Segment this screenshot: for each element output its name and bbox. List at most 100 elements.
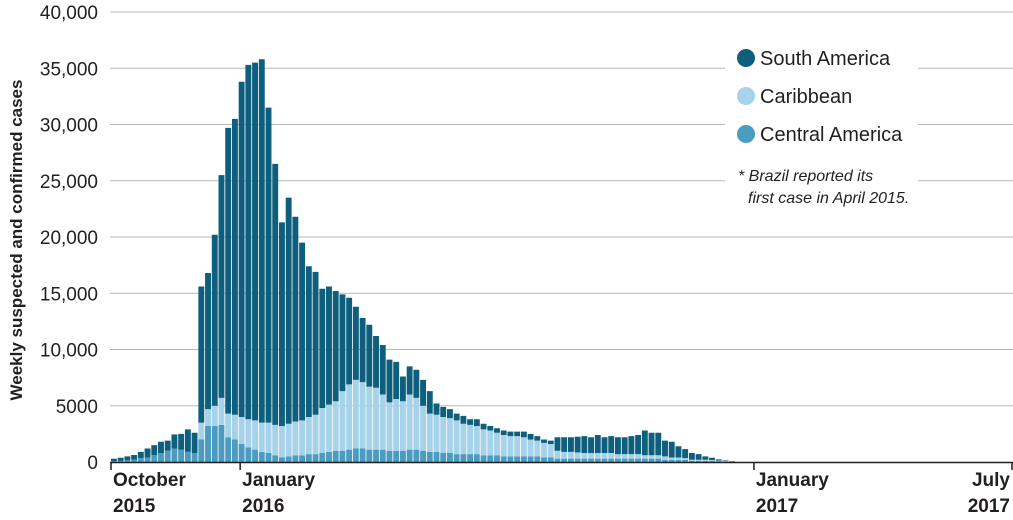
bar-caribbean	[715, 460, 722, 462]
bar-south-america	[312, 271, 319, 415]
y-tick-label: 15,000	[40, 284, 98, 305]
y-tick-label: 5000	[56, 397, 98, 418]
bar-caribbean	[413, 397, 420, 450]
bar-caribbean	[346, 384, 353, 450]
bar-south-america	[413, 369, 420, 398]
bar-central-america	[178, 449, 185, 463]
bar-caribbean	[702, 459, 709, 461]
x-axis: October 2015 January 2016 January 2017 July 201…	[110, 462, 1013, 517]
bar-central-america	[675, 459, 682, 462]
bar-central-america	[238, 444, 245, 462]
bar-caribbean	[709, 459, 715, 461]
legend-label: Central America	[760, 124, 903, 146]
bar-central-america	[581, 458, 588, 463]
bar-central-america	[144, 457, 151, 462]
bar-central-america	[635, 458, 642, 463]
bar-central-america	[655, 458, 662, 463]
bar-central-america	[225, 437, 232, 462]
bar-caribbean	[722, 460, 729, 462]
bar-caribbean	[198, 422, 205, 440]
bar-south-america	[191, 432, 198, 453]
legend-label: Caribbean	[760, 86, 852, 108]
bar-south-america	[601, 437, 608, 453]
bar-south-america	[117, 457, 124, 461]
bar-central-america	[709, 460, 715, 463]
bar-caribbean	[453, 420, 460, 455]
bar-south-america	[352, 306, 359, 380]
bar-caribbean	[541, 442, 547, 458]
bar-caribbean	[272, 424, 279, 456]
bar-central-america	[117, 460, 124, 463]
x-tick-label-line1: January	[756, 470, 829, 491]
annotation: * Brazil reported its first case in April…	[738, 168, 909, 207]
bar-caribbean	[373, 387, 379, 450]
bar-caribbean	[386, 402, 393, 451]
bar-south-america	[420, 379, 427, 406]
bar-south-america	[460, 415, 467, 424]
bar-south-america	[541, 439, 547, 443]
x-tick-label-line1: January	[242, 470, 315, 491]
bar-central-america	[379, 449, 386, 463]
bar-south-america	[675, 446, 682, 458]
bar-caribbean	[648, 455, 655, 459]
bar-south-america	[285, 197, 292, 424]
bar-central-america	[211, 426, 218, 462]
y-tick-label: 20,000	[40, 228, 98, 249]
bar-caribbean	[433, 414, 440, 452]
bar-south-america	[453, 413, 460, 421]
bar-south-america	[279, 222, 285, 427]
bar-central-america	[628, 458, 635, 463]
bar-central-america	[514, 456, 521, 463]
bar-caribbean	[682, 458, 689, 460]
bar-central-america	[312, 454, 319, 463]
bar-caribbean	[426, 413, 433, 452]
bar-south-america	[534, 436, 541, 441]
bar-central-america	[413, 449, 420, 463]
bar-central-america	[567, 458, 574, 463]
bar-south-america	[554, 437, 561, 451]
bar-central-america	[191, 453, 198, 462]
bar-central-america	[668, 459, 675, 462]
bar-caribbean	[225, 413, 232, 438]
bar-central-america	[487, 455, 494, 462]
bar-south-america	[500, 430, 507, 435]
bar-south-america	[238, 81, 245, 417]
bar-south-america	[339, 294, 346, 392]
bar-central-america	[447, 453, 453, 462]
bar-central-america	[339, 450, 346, 462]
bar-south-america	[641, 430, 648, 456]
bar-south-america	[648, 432, 655, 456]
bar-south-america	[231, 118, 238, 415]
bar-central-america	[594, 458, 601, 463]
bar-central-america	[326, 451, 332, 463]
bar-caribbean	[292, 421, 299, 456]
bar-caribbean	[487, 430, 494, 456]
bar-caribbean	[588, 453, 595, 459]
bar-central-america	[359, 448, 366, 462]
bar-caribbean	[460, 423, 467, 455]
bar-south-america	[272, 163, 279, 425]
bar-south-america	[547, 440, 554, 445]
bar-south-america	[379, 345, 386, 395]
bar-south-america	[588, 437, 595, 453]
bar-caribbean	[547, 444, 554, 458]
bars	[111, 59, 736, 463]
bar-caribbean	[366, 386, 373, 450]
bar-south-america	[178, 433, 185, 450]
bar-south-america	[574, 436, 581, 453]
bar-central-america	[426, 451, 433, 463]
y-axis: 0 5000 10,000 15,000 20,000 25,000 30,000 35,00…	[40, 3, 98, 474]
bar-central-america	[467, 454, 474, 463]
bar-central-america	[473, 454, 480, 463]
bar-caribbean	[641, 455, 648, 459]
bar-central-america	[615, 458, 621, 463]
bar-south-america	[386, 359, 393, 403]
bar-caribbean	[635, 454, 642, 459]
bar-south-america	[715, 459, 722, 461]
bar-caribbean	[668, 457, 675, 460]
bar-south-america	[111, 458, 117, 462]
y-tick-label: 30,000	[40, 116, 98, 137]
bar-central-america	[198, 439, 205, 462]
bar-central-america	[507, 456, 514, 463]
bar-south-america	[662, 440, 668, 457]
